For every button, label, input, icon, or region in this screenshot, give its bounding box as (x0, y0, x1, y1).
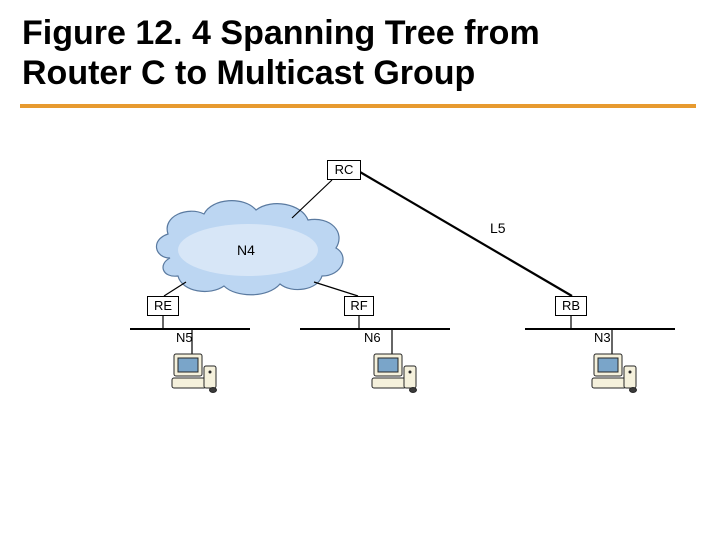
host-n5 (170, 352, 218, 401)
net-n6-label: N6 (364, 330, 381, 345)
net-n3-label: N3 (594, 330, 611, 345)
pc-icon (590, 352, 638, 396)
diagram-svg (0, 0, 720, 540)
edge-rc-rb (360, 172, 572, 296)
router-re: RE (147, 296, 179, 316)
router-rc: RC (327, 160, 361, 180)
pc-icon (170, 352, 218, 396)
edge-cloud-rf (314, 282, 358, 296)
net-n5-label: N5 (176, 330, 193, 345)
host-n3 (590, 352, 638, 401)
router-rc-label: RC (335, 162, 354, 177)
cloud-label: N4 (237, 242, 255, 258)
edge-cloud-re (164, 282, 186, 296)
router-rf: RF (344, 296, 374, 316)
link-label-l5: L5 (490, 220, 506, 236)
router-re-label: RE (154, 298, 172, 313)
host-n6 (370, 352, 418, 401)
pc-icon (370, 352, 418, 396)
router-rf-label: RF (350, 298, 367, 313)
router-rb-label: RB (562, 298, 580, 313)
router-rb: RB (555, 296, 587, 316)
edge-rc-cloud (292, 180, 332, 218)
